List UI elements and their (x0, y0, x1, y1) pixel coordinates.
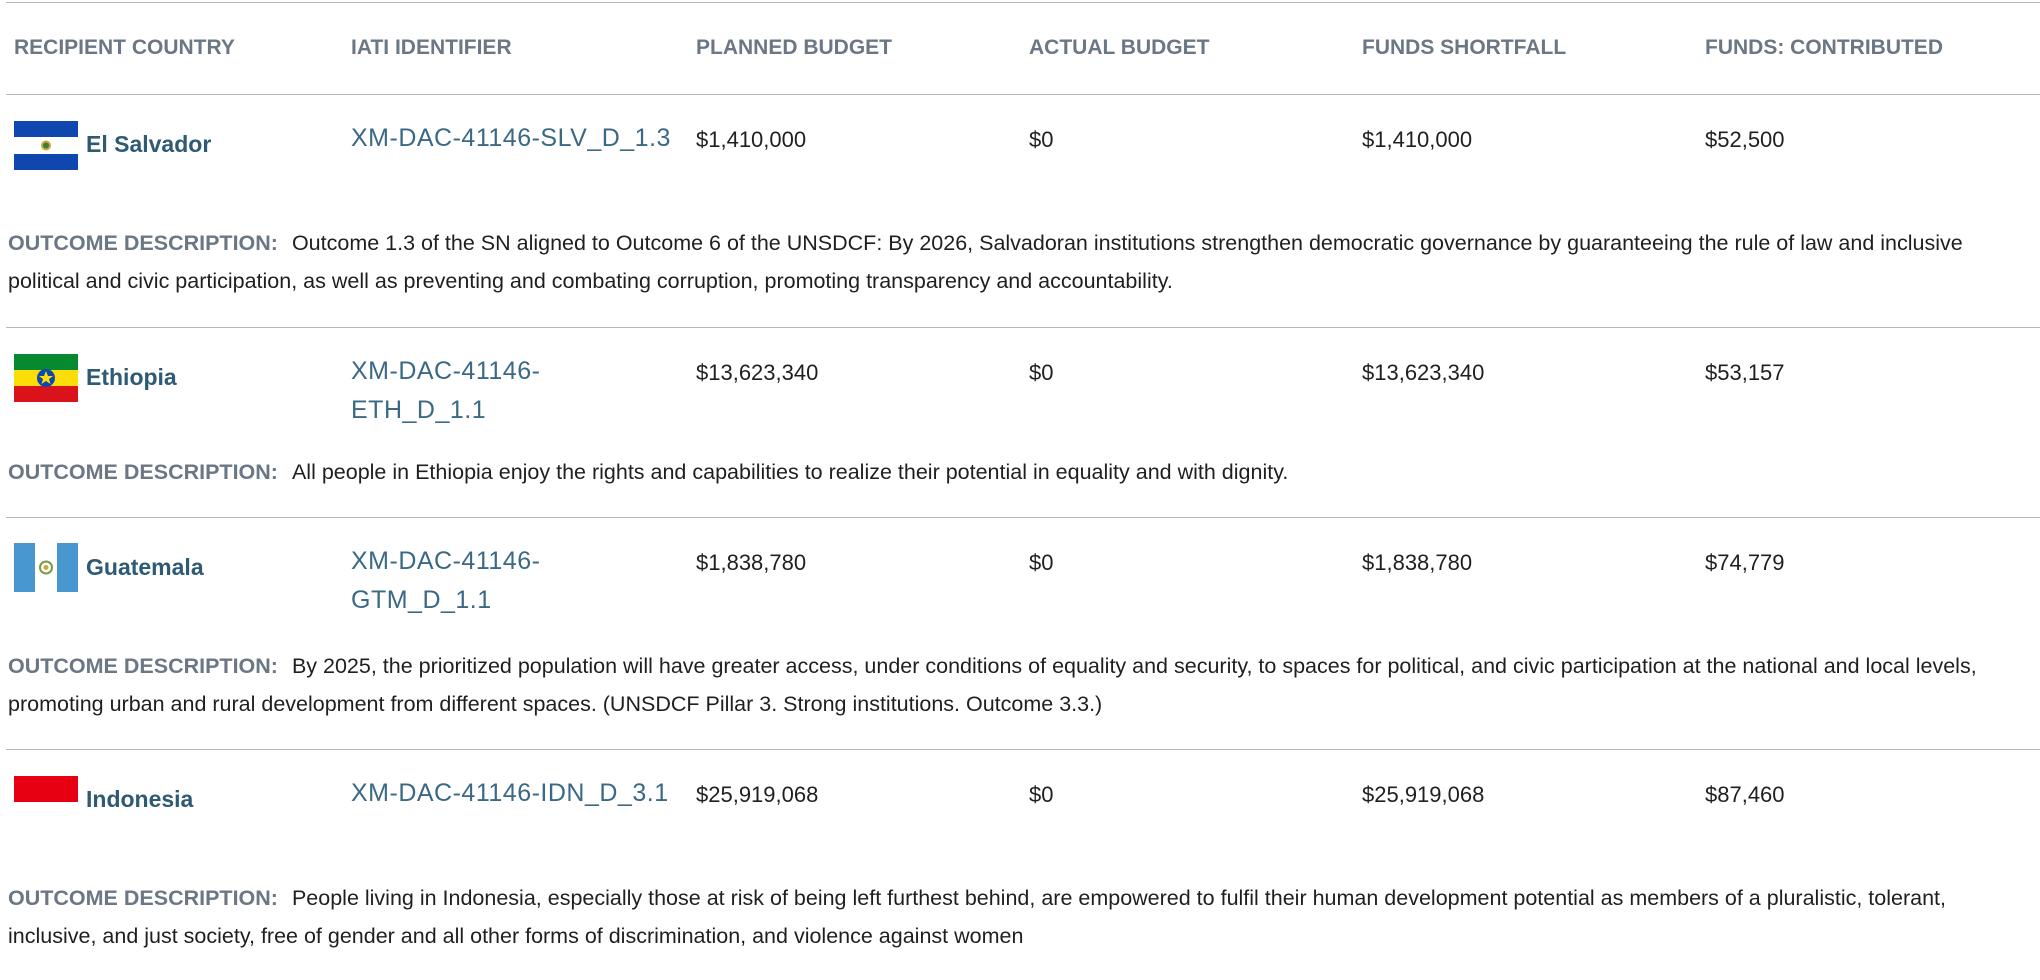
budget-cell: $25,919,068 (1362, 782, 1485, 807)
outcome-label: OUTCOME DESCRIPTION: (8, 460, 278, 484)
budget-cell: $74,779 (1705, 550, 1785, 575)
divider (6, 2, 2040, 3)
outcome-description: OUTCOME DESCRIPTION: By 2025, the priorit… (8, 647, 2038, 723)
budget-cell: $0 (1029, 360, 1054, 385)
budget-cell: $0 (1029, 550, 1054, 575)
budget-cell: $1,410,000 (1362, 127, 1473, 152)
outcome-label: OUTCOME DESCRIPTION: (8, 231, 278, 255)
outcome-text: By 2025, the prioritized population will… (8, 654, 1977, 716)
budget-cell: $0 (1029, 127, 1054, 152)
outcome-label: OUTCOME DESCRIPTION: (8, 886, 278, 910)
outcome-description: OUTCOME DESCRIPTION: Outcome 1.3 of the S… (8, 224, 2038, 300)
budget-cell: $1,838,780 (696, 550, 807, 575)
flag-ethiopia (14, 354, 78, 402)
country-name: Ethiopia (86, 364, 177, 390)
outcome-description: OUTCOME DESCRIPTION: All people in Ethiop… (8, 453, 2038, 491)
outcome-label: OUTCOME DESCRIPTION: (8, 654, 278, 678)
column-header: PLANNED BUDGET (696, 36, 893, 59)
column-header: FUNDS SHORTFALL (1362, 36, 1567, 59)
outcome-text: Outcome 1.3 of the SN aligned to Outcome… (8, 231, 1963, 293)
budget-cell: $1,410,000 (696, 127, 807, 152)
budget-cell: $52,500 (1705, 127, 1785, 152)
outcome-text: All people in Ethiopia enjoy the rights … (291, 460, 1289, 484)
country-name: El Salvador (86, 131, 212, 157)
flag-el-salvador (14, 121, 78, 170)
budget-cell: $1,838,780 (1362, 550, 1473, 575)
column-header: ACTUAL BUDGET (1029, 36, 1210, 59)
budget-cell: $53,157 (1705, 360, 1785, 385)
flag-indonesia (14, 776, 78, 802)
divider (6, 327, 2040, 328)
iati-identifier: XM-DAC-41146-ETH_D_1.1 (351, 357, 541, 424)
divider (6, 517, 2040, 518)
divider (6, 94, 2040, 95)
outcome-description: OUTCOME DESCRIPTION: People living in Ind… (8, 879, 2038, 955)
budget-cell: $87,460 (1705, 782, 1785, 807)
budget-cell: $13,623,340 (1362, 360, 1485, 385)
column-header: FUNDS: CONTRIBUTED (1705, 36, 1943, 59)
iati-identifier: XM-DAC-41146-GTM_D_1.1 (351, 547, 541, 614)
column-header: IATI IDENTIFIER (351, 36, 512, 59)
iati-identifier: XM-DAC-41146-SLV_D_1.3 (351, 124, 671, 152)
country-name: Guatemala (86, 554, 204, 580)
budget-cell: $13,623,340 (696, 360, 819, 385)
divider (6, 749, 2040, 750)
outcome-text: People living in Indonesia, especially t… (8, 886, 1946, 948)
country-name: Indonesia (86, 786, 194, 812)
flag-guatemala (14, 543, 78, 592)
budget-cell: $25,919,068 (696, 782, 819, 807)
iati-identifier: XM-DAC-41146-IDN_D_3.1 (351, 779, 669, 807)
column-header: RECIPIENT COUNTRY (14, 36, 235, 59)
budget-cell: $0 (1029, 782, 1054, 807)
